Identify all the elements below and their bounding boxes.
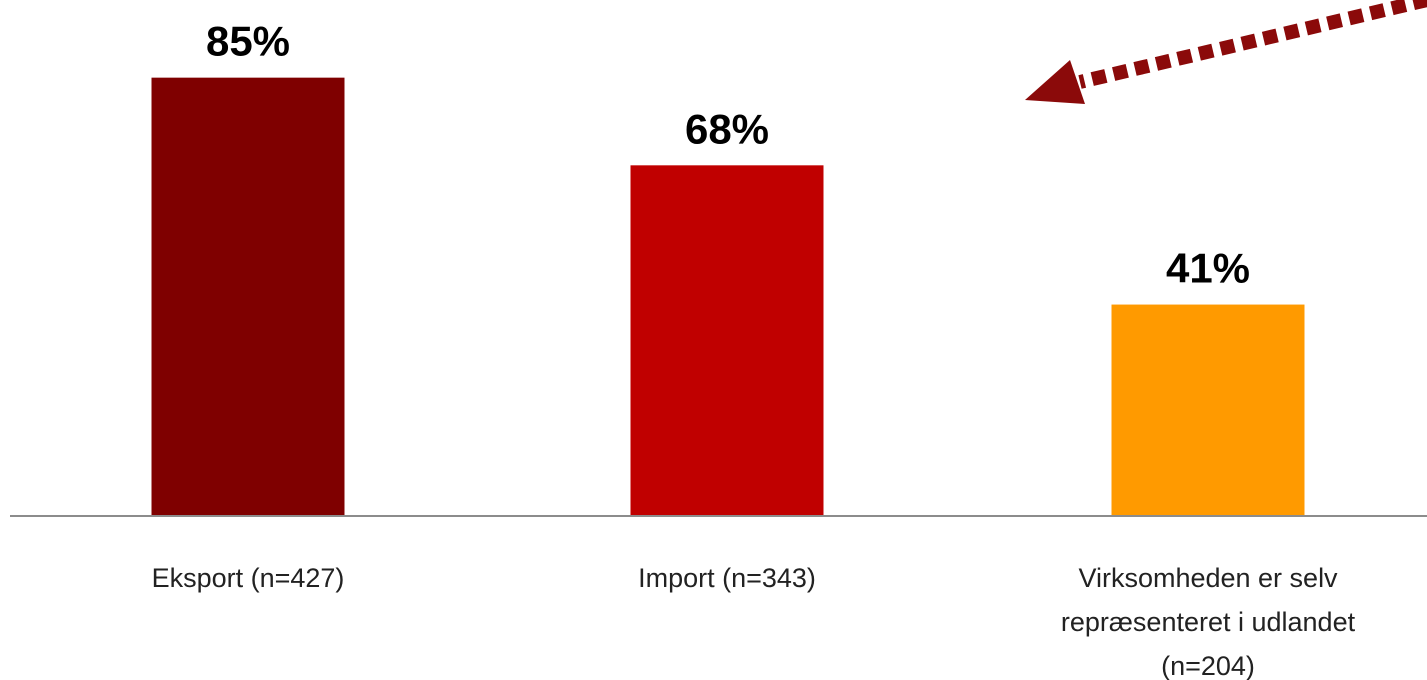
annotation-arrow xyxy=(1025,0,1427,104)
x-tick-label-2: Import (n=343) xyxy=(638,563,816,593)
x-tick-label-line: Import (n=343) xyxy=(638,563,816,593)
arrow-shaft xyxy=(1078,0,1427,89)
data-labels-layer: 85% 68% 41% xyxy=(206,18,1250,292)
bar-1 xyxy=(151,77,345,516)
arrow-head xyxy=(1025,60,1085,104)
bars-layer xyxy=(151,77,1305,516)
bar-3 xyxy=(1111,304,1305,516)
data-label-1: 85% xyxy=(206,18,290,65)
x-tick-label-line: Eksport (n=427) xyxy=(152,563,345,593)
x-tick-label-line: repræsenteret i udlandet xyxy=(1061,607,1356,637)
x-tick-label-1: Eksport (n=427) xyxy=(152,563,345,593)
x-tick-label-line: (n=204) xyxy=(1161,651,1255,680)
x-tick-labels-layer: Eksport (n=427) Import (n=343) Virksomhede… xyxy=(152,563,1356,680)
x-tick-label-line: Virksomheden er selv xyxy=(1078,563,1338,593)
data-label-2: 68% xyxy=(685,105,769,152)
bar-2 xyxy=(630,165,824,516)
data-label-3: 41% xyxy=(1166,245,1250,292)
x-tick-label-3: Virksomheden er selv repræsenteret i udla… xyxy=(1061,563,1356,680)
